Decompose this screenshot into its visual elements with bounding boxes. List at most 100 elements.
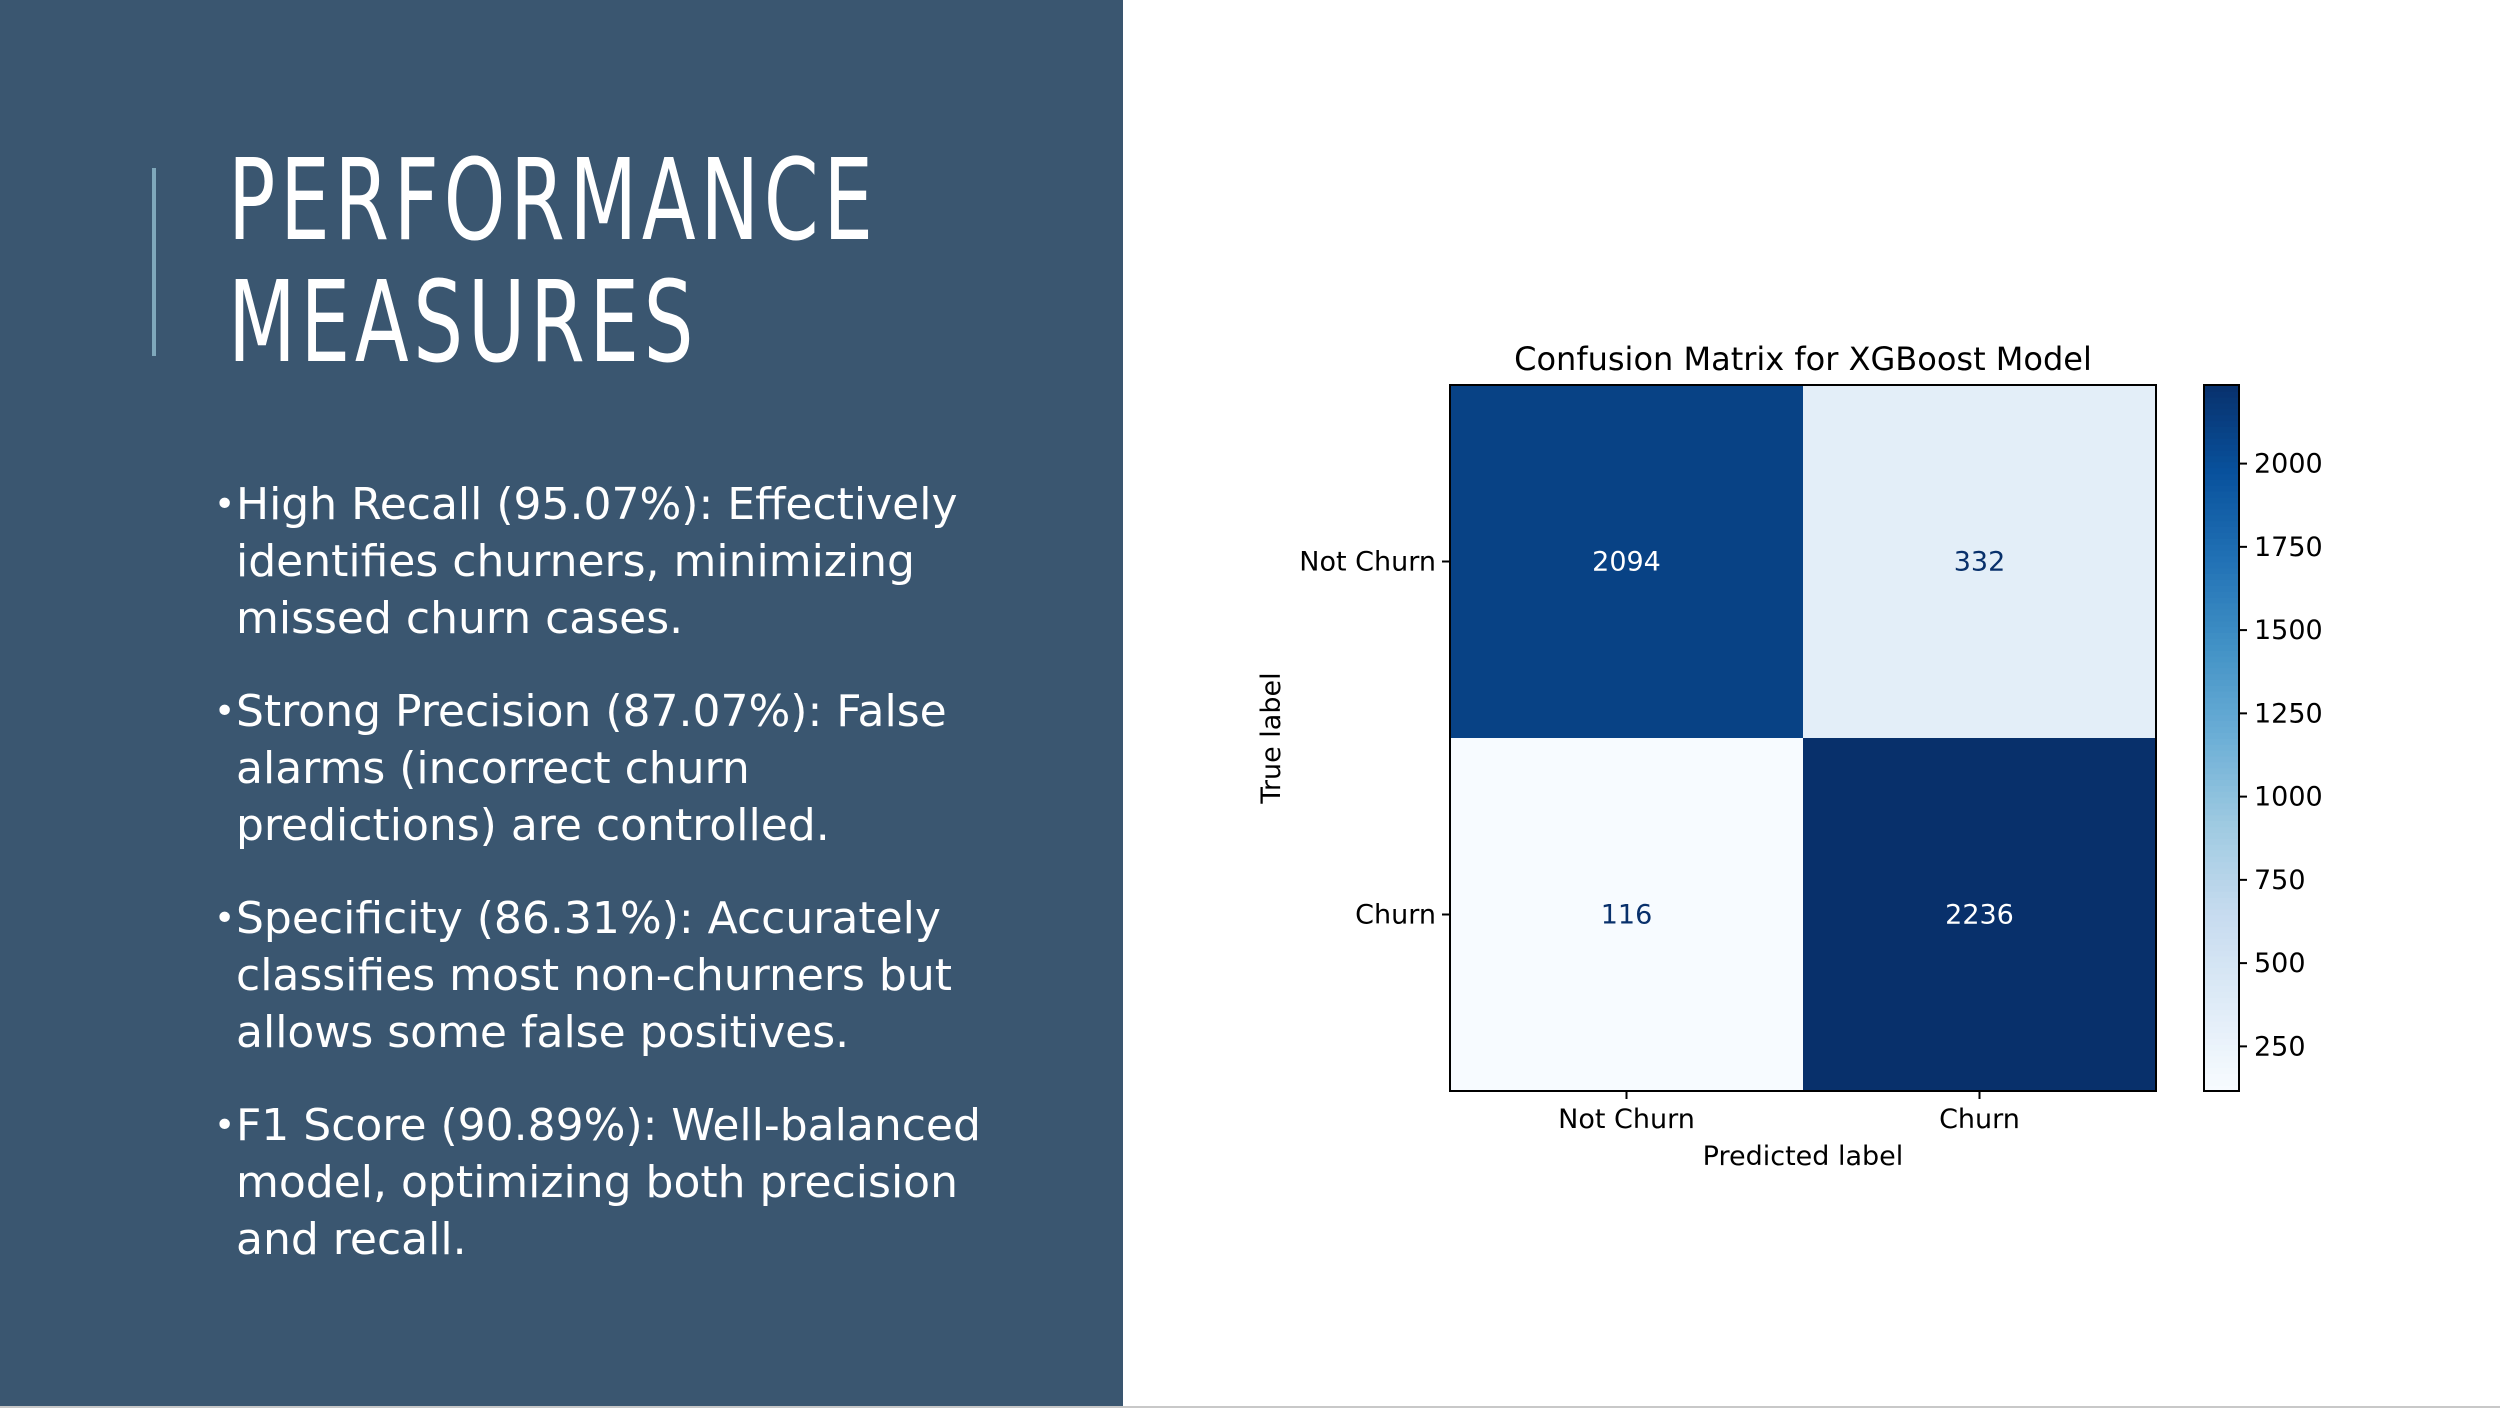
colorbar-segment	[2204, 443, 2239, 451]
colorbar-segment	[2204, 426, 2239, 433]
colorbar-segment	[2204, 637, 2239, 645]
colorbar-segment	[2204, 714, 2239, 722]
colorbar-segment	[2204, 1020, 2239, 1028]
colorbar-segment	[2204, 579, 2239, 586]
colorbar-segment	[2204, 720, 2239, 728]
colorbar-segment	[2204, 549, 2239, 557]
colorbar-segment	[2204, 590, 2239, 598]
colorbar-segment	[2204, 561, 2239, 569]
colorbar-segment	[2204, 632, 2239, 639]
colorbar-segment	[2204, 420, 2239, 427]
colorbar-segment	[2204, 726, 2239, 733]
confusion-matrix-svg: Confusion Matrix for XGBoost Model 2094 33…	[1256, 340, 2323, 1172]
colorbar-segment	[2204, 1055, 2239, 1063]
colorbar-segment	[2204, 985, 2239, 992]
colorbar-segment	[2204, 396, 2239, 404]
colorbar-segment	[2204, 602, 2239, 610]
colorbar-segment	[2204, 738, 2239, 745]
colorbar-segment	[2204, 1049, 2239, 1057]
colorbar-segment	[2204, 790, 2239, 798]
colorbar-segment	[2204, 879, 2239, 886]
colorbar-segment	[2204, 743, 2239, 751]
colorbar-segment	[2204, 785, 2239, 792]
bullet-dot: •	[214, 898, 236, 939]
colorbar-segment	[2204, 490, 2239, 498]
colorbar-segment	[2204, 849, 2239, 857]
colorbar-segment	[2204, 1073, 2239, 1081]
colorbar-segment	[2204, 555, 2239, 563]
colorbar-segment	[2204, 496, 2239, 504]
bullet-item-precision: • Strong Precision (87.07%): False alarm…	[212, 683, 1012, 854]
colorbar-segment	[2204, 796, 2239, 804]
colorbar-segment	[2204, 961, 2239, 969]
colorbar-segment	[2204, 508, 2239, 516]
bullet-text: Strong Precision (87.07%): False alarms …	[236, 686, 947, 851]
colorbar-tick-label: 250	[2254, 1031, 2306, 1062]
colorbar-segment	[2204, 467, 2239, 475]
colorbar-segment	[2204, 708, 2239, 716]
colorbar-segment	[2204, 861, 2239, 869]
colorbar-segment	[2204, 685, 2239, 692]
colorbar-segment	[2204, 996, 2239, 1004]
colorbar-tick-label: 1000	[2254, 782, 2323, 813]
colorbar-segment	[2204, 885, 2239, 892]
colorbar-segment	[2204, 408, 2239, 416]
colorbar-segment	[2204, 567, 2239, 575]
colorbar-segment	[2204, 667, 2239, 675]
colorbar-segment	[2204, 761, 2239, 769]
colorbar-segment	[2204, 826, 2239, 833]
colorbar-segment	[2204, 890, 2239, 898]
colorbar-segment	[2204, 908, 2239, 916]
colorbar-segment	[2204, 649, 2239, 657]
colorbar-segment	[2204, 938, 2239, 945]
colorbar-segment	[2204, 943, 2239, 951]
colorbar-segment	[2204, 955, 2239, 963]
bullet-dot: •	[214, 484, 236, 525]
colorbar-segment	[2204, 1038, 2239, 1045]
colorbar-segment	[2204, 902, 2239, 910]
colorbar-segment	[2204, 385, 2239, 392]
colorbar-segment	[2204, 1002, 2239, 1010]
cell-value-label: 116	[1601, 900, 1653, 931]
x-tick-label: Not Churn	[1558, 1104, 1695, 1135]
cell-value-label: 332	[1954, 547, 2006, 578]
matrix-cell	[1450, 738, 1803, 1091]
colorbar-segment	[2204, 855, 2239, 863]
colorbar-segment	[2204, 896, 2239, 904]
colorbar-tick-label: 500	[2254, 948, 2306, 979]
colorbar-segment	[2204, 532, 2239, 539]
colorbar-segment	[2204, 814, 2239, 822]
colorbar-segment	[2204, 596, 2239, 604]
bullet-item-f1: • F1 Score (90.89%): Well-balanced model…	[212, 1097, 1012, 1268]
colorbar-segment	[2204, 973, 2239, 981]
colorbar-segment	[2204, 614, 2239, 622]
bullet-dot: •	[214, 1105, 236, 1146]
left-panel: PERFORMANCE MEASURES • High Recall (95.0…	[0, 0, 1123, 1408]
colorbar-segment	[2204, 873, 2239, 880]
matrix-cell	[1450, 385, 1803, 738]
colorbar-segment	[2204, 702, 2239, 710]
colorbar-segment	[2204, 520, 2239, 527]
colorbar-segment	[2204, 673, 2239, 680]
colorbar-segment	[2204, 926, 2239, 933]
colorbar-segment	[2204, 437, 2239, 445]
colorbar-segment	[2204, 643, 2239, 651]
colorbar-segment	[2204, 755, 2239, 763]
y-tick-label: Churn	[1355, 900, 1436, 931]
colorbar-segment	[2204, 414, 2239, 422]
bottom-divider	[0, 1406, 2500, 1408]
colorbar-segment	[2204, 1061, 2239, 1069]
colorbar-segment	[2204, 690, 2239, 698]
colorbar-segment	[2204, 1008, 2239, 1016]
colorbar-segment	[2204, 832, 2239, 839]
y-tick-label: Not Churn	[1299, 547, 1436, 578]
colorbar-segment	[2204, 485, 2239, 492]
colorbar-segment	[2204, 432, 2239, 439]
bullet-item-recall: • High Recall (95.07%): Effectively iden…	[212, 476, 1012, 647]
x-axis-label: Predicted label	[1703, 1141, 1904, 1172]
title-line-1: PERFORMANCE	[228, 136, 878, 266]
colorbar-segment	[2204, 1032, 2239, 1039]
colorbar-tick-label: 2000	[2254, 449, 2323, 480]
bullet-text: High Recall (95.07%): Effectively identi…	[236, 479, 958, 644]
colorbar-segment	[2204, 932, 2239, 939]
